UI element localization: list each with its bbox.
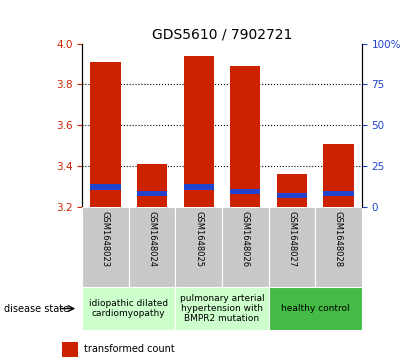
Text: GSM1648024: GSM1648024	[148, 211, 157, 267]
Bar	[268, 207, 315, 287]
Bar	[90, 184, 121, 189]
Bar	[183, 56, 214, 207]
Bar	[175, 207, 222, 287]
Text: pulmonary arterial
hypertension with
BMPR2 mutation: pulmonary arterial hypertension with BMP…	[180, 294, 264, 323]
Text: GSM1648025: GSM1648025	[194, 211, 203, 267]
Bar	[137, 191, 167, 196]
Bar	[82, 287, 175, 330]
Bar	[230, 66, 260, 207]
Bar	[62, 342, 78, 357]
Bar	[82, 207, 129, 287]
Text: GSM1648026: GSM1648026	[241, 211, 250, 267]
Bar	[183, 184, 214, 189]
Bar	[222, 207, 268, 287]
Text: GSM1648027: GSM1648027	[287, 211, 296, 267]
Bar	[90, 62, 121, 207]
Bar	[277, 193, 307, 198]
Bar	[175, 287, 268, 330]
Text: GSM1648028: GSM1648028	[334, 211, 343, 267]
Text: healthy control: healthy control	[281, 304, 349, 313]
Bar	[230, 188, 260, 193]
Bar	[315, 207, 362, 287]
Bar	[268, 287, 362, 330]
Text: GSM1648023: GSM1648023	[101, 211, 110, 267]
Text: disease state: disease state	[4, 303, 69, 314]
Bar	[137, 164, 167, 207]
Text: idiopathic dilated
cardiomyopathy: idiopathic dilated cardiomyopathy	[89, 299, 169, 318]
Bar	[323, 191, 353, 196]
Title: GDS5610 / 7902721: GDS5610 / 7902721	[152, 27, 292, 41]
Bar	[277, 174, 307, 207]
Bar	[129, 207, 175, 287]
Bar	[323, 144, 353, 207]
Text: transformed count: transformed count	[84, 344, 175, 354]
